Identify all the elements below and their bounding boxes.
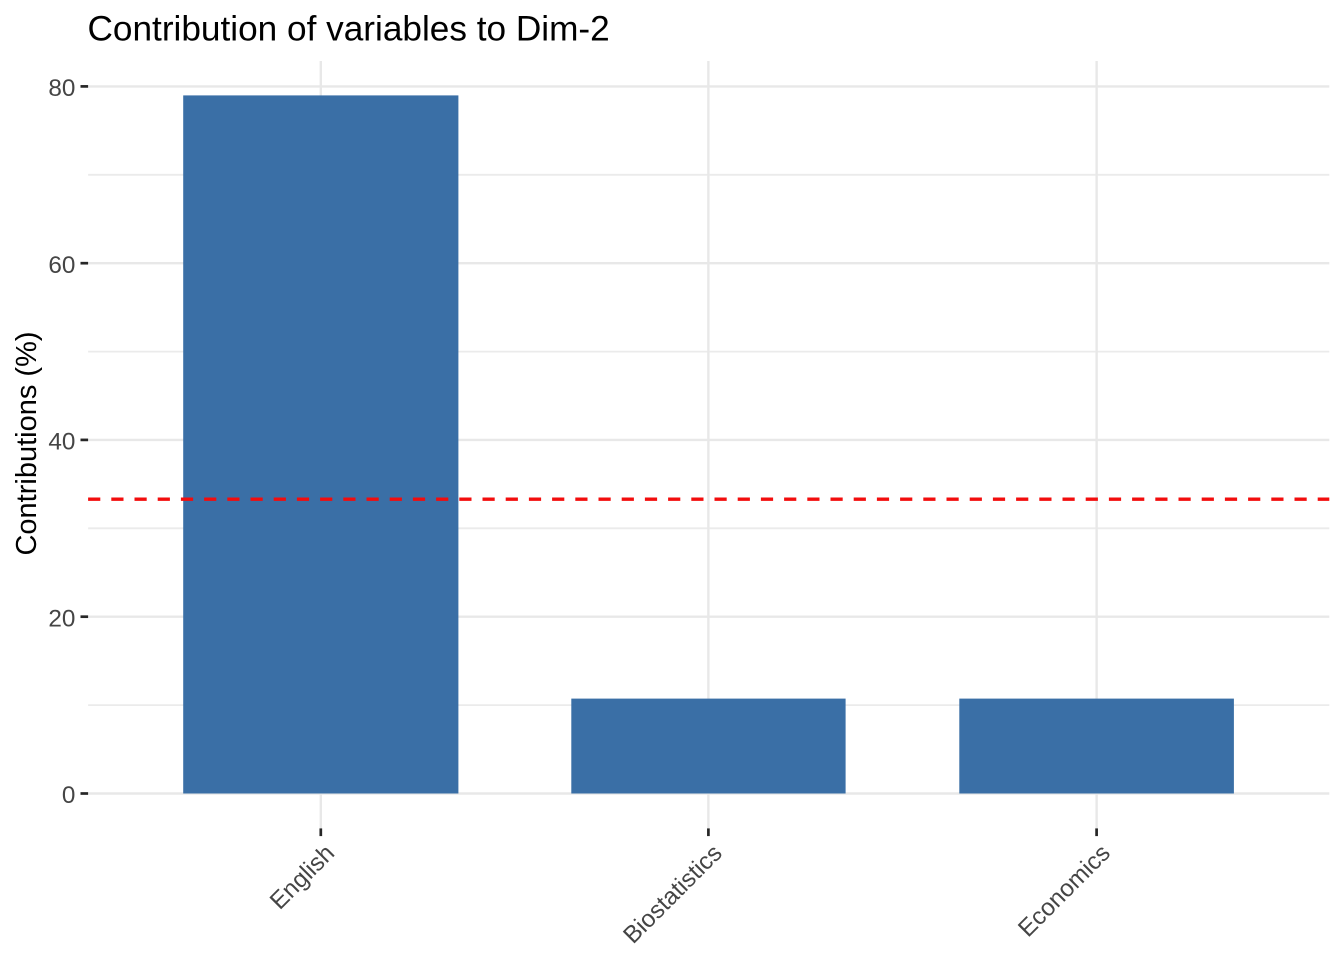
svg-text:0: 0 — [62, 782, 76, 809]
svg-text:20: 20 — [48, 605, 75, 632]
svg-text:Contributions (%): Contributions (%) — [11, 331, 43, 555]
svg-text:60: 60 — [48, 252, 75, 279]
svg-text:40: 40 — [48, 429, 75, 456]
svg-text:Contribution of variables to D: Contribution of variables to Dim-2 — [88, 10, 610, 49]
svg-text:80: 80 — [48, 75, 75, 102]
